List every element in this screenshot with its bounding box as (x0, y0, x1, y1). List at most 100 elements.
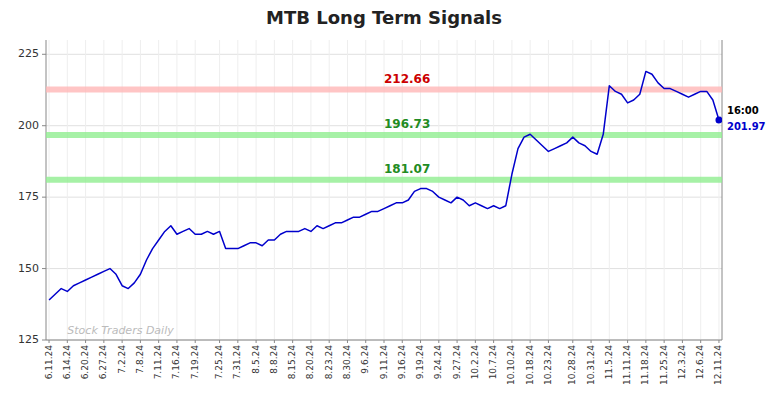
tick-label-x: 8.5.24 (251, 345, 261, 374)
tick-y (42, 197, 46, 198)
tick-y (42, 268, 46, 269)
price-line (49, 71, 719, 300)
grid-line-x (219, 40, 220, 340)
tick-x (219, 340, 220, 343)
tick-label-x: 8.15.24 (287, 345, 297, 380)
tick-x (511, 340, 512, 343)
tick-label-x: 7.16.24 (171, 345, 181, 380)
tick-x (122, 340, 123, 343)
tick-label-x: 10.31.24 (586, 345, 596, 385)
last-point (715, 117, 722, 124)
tick-label-x: 9.6.24 (360, 345, 370, 374)
grid-line-x (664, 40, 665, 340)
tick-label-x: 12.11.24 (713, 345, 723, 385)
grid (46, 40, 722, 340)
grid-line-x (530, 40, 531, 340)
annotation: 201.97 (727, 121, 766, 132)
grid-line-x (475, 40, 476, 340)
tick-x (438, 340, 439, 343)
axis-line-right (722, 40, 723, 340)
tick-y (42, 340, 46, 341)
tick-label-x: 6.27.24 (98, 345, 108, 380)
tick-label-x: 11.25.24 (659, 345, 669, 385)
grid-line-x (237, 40, 238, 340)
tick-label-x: 12.6.24 (695, 345, 705, 380)
grid-line-x (627, 40, 628, 340)
tick-x (329, 340, 330, 343)
tick-label-x: 8.23.24 (324, 345, 334, 380)
tick-label-x: 10.10.24 (506, 345, 516, 385)
tick-label-x: 10.7.24 (488, 345, 498, 380)
tick-label-x: 6.14.24 (62, 345, 72, 380)
tick-label-x: 9.16.24 (397, 345, 407, 380)
grid-line-x (682, 40, 683, 340)
grid-line-x (49, 40, 50, 340)
tick-x (627, 340, 628, 343)
grid-line-x (493, 40, 494, 340)
tick-label-x: 10.18.24 (525, 345, 535, 385)
tick-x (365, 340, 366, 343)
tick-label-x: 7.8.24 (135, 345, 145, 374)
grid-line-x (591, 40, 592, 340)
tick-x (384, 340, 385, 343)
plot-area (46, 71, 722, 300)
reference-line (46, 87, 722, 93)
tick-x (609, 340, 610, 343)
tick-x (402, 340, 403, 343)
tick-label-y: 150 (18, 262, 39, 275)
tick-label-x: 8.30.24 (342, 345, 352, 380)
tick-x (49, 340, 50, 343)
tick-x (85, 340, 86, 343)
tick-y (42, 125, 46, 126)
grid-line-x (457, 40, 458, 340)
tick-label-x: 9.24.24 (433, 345, 443, 380)
tick-x (572, 340, 573, 343)
grid-line-x (292, 40, 293, 340)
grid-line-x (103, 40, 104, 340)
grid-line-x (347, 40, 348, 340)
tick-label-x: 8.8.24 (269, 345, 279, 374)
tick-x (591, 340, 592, 343)
tick-x (256, 340, 257, 343)
tick-x (274, 340, 275, 343)
grid-line-x (67, 40, 68, 340)
tick-label-x: 10.28.24 (567, 345, 577, 385)
grid-line-x (158, 40, 159, 340)
tick-label-x: 9.27.24 (452, 345, 462, 380)
tick-x (158, 340, 159, 343)
tick-label-x: 6.20.24 (80, 345, 90, 380)
tick-x (237, 340, 238, 343)
tick-label-x: 12.3.24 (677, 345, 687, 380)
tick-x (700, 340, 701, 343)
tick-label-x: 9.19.24 (415, 345, 425, 380)
tick-y (42, 54, 46, 55)
tick-label-x: 6.11.24 (44, 345, 54, 380)
reference-line (46, 132, 722, 138)
title: MTB Long Term Signals (266, 7, 502, 28)
tick-x (195, 340, 196, 343)
tick-label-x: 7.11.24 (153, 345, 163, 380)
tick-x (140, 340, 141, 343)
tick-x (530, 340, 531, 343)
grid-line-x (438, 40, 439, 340)
tick-x (457, 340, 458, 343)
tick-x (664, 340, 665, 343)
grid-line-x (645, 40, 646, 340)
tick-label-x: 10.23.24 (543, 345, 553, 385)
grid-line-x (140, 40, 141, 340)
tick-label-x: 7.25.24 (214, 345, 224, 380)
tick-label-x: 7.2.24 (117, 345, 127, 374)
grid-line-x (85, 40, 86, 340)
grid-line-x (122, 40, 123, 340)
tick-x (67, 340, 68, 343)
grid-line-x (329, 40, 330, 340)
grid-line-x (511, 40, 512, 340)
tick-x (475, 340, 476, 343)
tick-label-x: 8.20.24 (305, 345, 315, 380)
tick-label-x: 11.18.24 (640, 345, 650, 385)
tick-x (645, 340, 646, 343)
tick-label-y: 125 (18, 333, 39, 346)
axis-line-left (46, 40, 47, 340)
chart: 1251501752002256.11.246.14.246.20.246.27… (0, 0, 784, 398)
tick-x (310, 340, 311, 343)
